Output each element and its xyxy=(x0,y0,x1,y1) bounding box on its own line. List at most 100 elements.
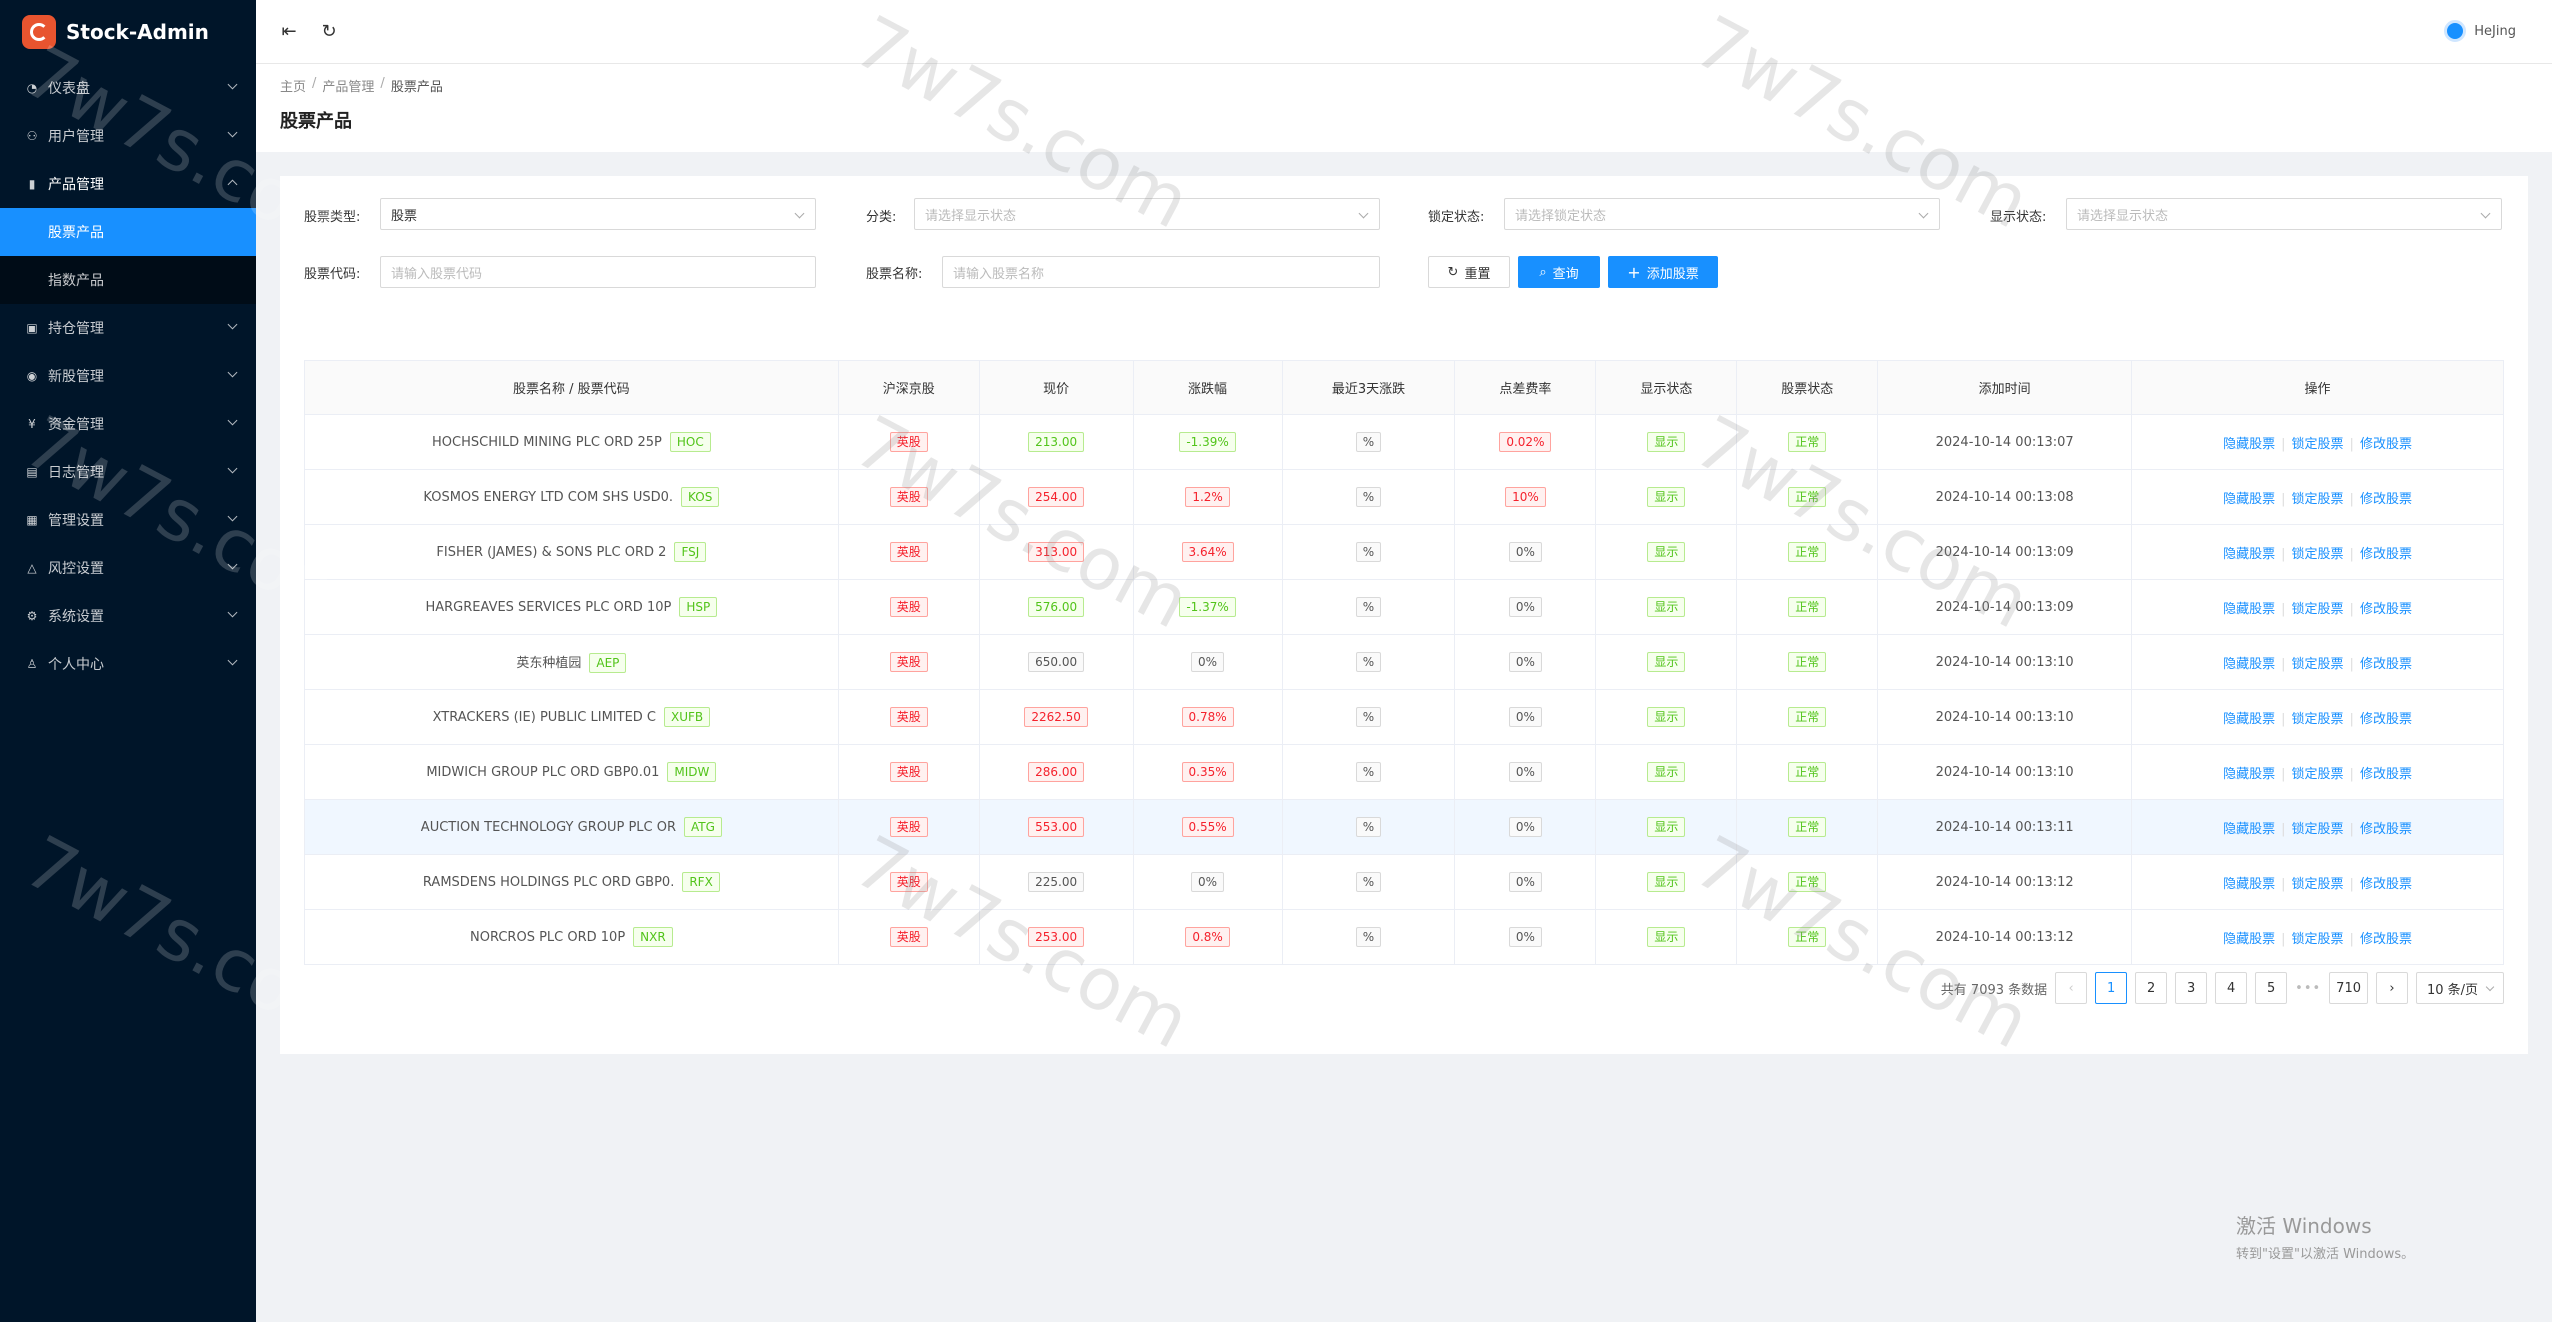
edit-stock-link[interactable]: 修改股票 xyxy=(2359,766,2412,782)
edit-stock-link[interactable]: 修改股票 xyxy=(2359,876,2412,892)
sidebar-item-2[interactable]: ⚇ 用户管理 xyxy=(0,112,256,160)
category-select[interactable]: 请选择显示状态 xyxy=(914,198,1380,230)
column-header: 显示状态 xyxy=(1595,360,1738,415)
hide-stock-link[interactable]: 隐藏股票 xyxy=(2223,491,2276,507)
sidebar-item-9[interactable]: △ 风控设置 xyxy=(0,544,256,592)
lock-stock-link[interactable]: 锁定股票 xyxy=(2291,931,2344,947)
page-size-select[interactable]: 10 条/页 xyxy=(2416,972,2504,1004)
lock-stock-link[interactable]: 锁定股票 xyxy=(2291,491,2344,507)
stock-status-tag: 正常 xyxy=(1788,542,1827,562)
page-4[interactable]: 4 xyxy=(2215,972,2248,1004)
action-divider: | xyxy=(2349,546,2354,562)
hide-stock-link[interactable]: 隐藏股票 xyxy=(2223,931,2276,947)
table-cell: 0% xyxy=(1454,634,1597,690)
table-cell: 553.00 xyxy=(978,799,1134,855)
hide-stock-link[interactable]: 隐藏股票 xyxy=(2223,546,2276,562)
page-5[interactable]: 5 xyxy=(2255,972,2288,1004)
stock-name-label: 股票名称: xyxy=(866,267,923,282)
table-row: HARGREAVES SERVICES PLC ORD 10P HSP 英股 576.… xyxy=(304,579,2504,635)
added-time: 2024-10-14 00:13:12 xyxy=(1935,874,2074,890)
hide-stock-link[interactable]: 隐藏股票 xyxy=(2223,766,2276,782)
three-day-change-tag: % xyxy=(1355,652,1382,672)
next-page-button[interactable]: › xyxy=(2376,972,2408,1004)
stock-type-select[interactable]: 股票 xyxy=(380,198,816,230)
display-status-label: 显示状态: xyxy=(1990,210,2047,225)
stock-type-value: 股票 xyxy=(391,208,418,224)
hide-stock-link[interactable]: 隐藏股票 xyxy=(2223,711,2276,727)
edit-stock-link[interactable]: 修改股票 xyxy=(2359,821,2412,837)
lock-stock-link[interactable]: 锁定股票 xyxy=(2291,821,2344,837)
sidebar-item-label: 风控设置 xyxy=(48,561,104,577)
sidebar-item-1[interactable]: ◔ 仪表盘 xyxy=(0,64,256,112)
add-stock-button[interactable]: + 添加股票 xyxy=(1608,256,1718,288)
user-menu[interactable]: HeJing xyxy=(2444,20,2516,42)
stock-code-input[interactable]: 请输入股票代码 xyxy=(380,256,816,288)
hide-stock-link[interactable]: 隐藏股票 xyxy=(2223,656,2276,672)
three-day-change-tag: % xyxy=(1355,872,1382,892)
menu-fold-icon[interactable]: ⇤ xyxy=(281,20,297,42)
lock-stock-link[interactable]: 锁定股票 xyxy=(2291,546,2344,562)
table-cell: 213.00 xyxy=(978,414,1134,470)
edit-stock-link[interactable]: 修改股票 xyxy=(2359,491,2412,507)
page-2[interactable]: 2 xyxy=(2135,972,2168,1004)
sidebar-item-11[interactable]: ♙ 个人中心 xyxy=(0,640,256,688)
lock-stock-link[interactable]: 锁定股票 xyxy=(2291,711,2344,727)
reset-button[interactable]: ↻ 重置 xyxy=(1428,256,1510,288)
page-3[interactable]: 3 xyxy=(2175,972,2208,1004)
sidebar-item-5[interactable]: ◉ 新股管理 xyxy=(0,352,256,400)
table-cell: 0.8% xyxy=(1132,909,1283,965)
stock-name: NORCROS PLC ORD 10P xyxy=(470,930,626,945)
sidebar-item-3[interactable]: ▮ 产品管理 xyxy=(0,160,256,208)
display-status-select[interactable]: 请选择显示状态 xyxy=(2066,198,2502,230)
hide-stock-link[interactable]: 隐藏股票 xyxy=(2223,601,2276,617)
table-cell: 225.00 xyxy=(978,854,1134,910)
table-cell: 0% xyxy=(1454,799,1597,855)
breadcrumb-product[interactable]: 产品管理 xyxy=(322,80,375,95)
sidebar-item-7[interactable]: ▤ 日志管理 xyxy=(0,448,256,496)
lock-stock-link[interactable]: 锁定股票 xyxy=(2291,766,2344,782)
sidebar-item-label: 持仓管理 xyxy=(48,321,104,337)
edit-stock-link[interactable]: 修改股票 xyxy=(2359,601,2412,617)
edit-stock-link[interactable]: 修改股票 xyxy=(2359,711,2412,727)
sidebar-subitem-2[interactable]: 指数产品 xyxy=(48,273,104,289)
lock-stock-link[interactable]: 锁定股票 xyxy=(2291,601,2344,617)
sidebar-item-10[interactable]: ⚙ 系统设置 xyxy=(0,592,256,640)
table-row: MIDWICH GROUP PLC ORD GBP0.01 MIDW 英股 286.0… xyxy=(304,744,2504,800)
sidebar-item-4[interactable]: ▣ 持仓管理 xyxy=(0,304,256,352)
search-button[interactable]: ⌕ 查询 xyxy=(1518,256,1600,288)
page-1[interactable]: 1 xyxy=(2095,972,2128,1004)
action-divider: | xyxy=(2281,766,2286,782)
hide-stock-link[interactable]: 隐藏股票 xyxy=(2223,876,2276,892)
stock-code-placeholder: 请输入股票代码 xyxy=(391,266,483,282)
stock-name: XTRACKERS (IE) PUBLIC LIMITED C xyxy=(432,710,656,725)
logo[interactable]: Stock-Admin xyxy=(0,0,256,64)
lock-status-select[interactable]: 请选择锁定状态 xyxy=(1504,198,1940,230)
edit-stock-link[interactable]: 修改股票 xyxy=(2359,436,2412,452)
prev-page-button[interactable]: ‹ xyxy=(2055,972,2088,1004)
breadcrumb-home[interactable]: 主页 xyxy=(280,80,307,95)
sidebar-subitem-1[interactable]: 股票产品 xyxy=(0,208,256,256)
table-cell: 2024-10-14 00:13:11 xyxy=(1877,799,2133,855)
edit-stock-link[interactable]: 修改股票 xyxy=(2359,931,2412,947)
spread-rate-tag: 0% xyxy=(1508,652,1542,672)
hide-stock-link[interactable]: 隐藏股票 xyxy=(2223,436,2276,452)
lock-stock-link[interactable]: 锁定股票 xyxy=(2291,656,2344,672)
lock-stock-link[interactable]: 锁定股票 xyxy=(2291,436,2344,452)
stock-name-input[interactable]: 请输入股票名称 xyxy=(942,256,1380,288)
sidebar-item-8[interactable]: ▦ 管理设置 xyxy=(0,496,256,544)
table-cell: NORCROS PLC ORD 10P NXR xyxy=(304,909,839,965)
stock-code-tag: HSP xyxy=(679,597,718,617)
page-ellipsis[interactable]: ••• xyxy=(2295,980,2322,996)
edit-stock-link[interactable]: 修改股票 xyxy=(2359,546,2412,562)
sidebar-item-6[interactable]: ¥ 资金管理 xyxy=(0,400,256,448)
edit-stock-link[interactable]: 修改股票 xyxy=(2359,656,2412,672)
table-cell: KOSMOS ENERGY LTD COM SHS USD0. KOS xyxy=(304,469,839,525)
lock-stock-link[interactable]: 锁定股票 xyxy=(2291,876,2344,892)
page-last[interactable]: 710 xyxy=(2329,972,2368,1004)
change-tag: 0.35% xyxy=(1181,762,1234,782)
sidebar-item-label: 管理设置 xyxy=(48,513,104,529)
action-divider: | xyxy=(2349,821,2354,837)
lock-status-placeholder: 请选择锁定状态 xyxy=(1515,208,1607,224)
refresh-icon[interactable]: ↻ xyxy=(321,20,337,42)
hide-stock-link[interactable]: 隐藏股票 xyxy=(2223,821,2276,837)
